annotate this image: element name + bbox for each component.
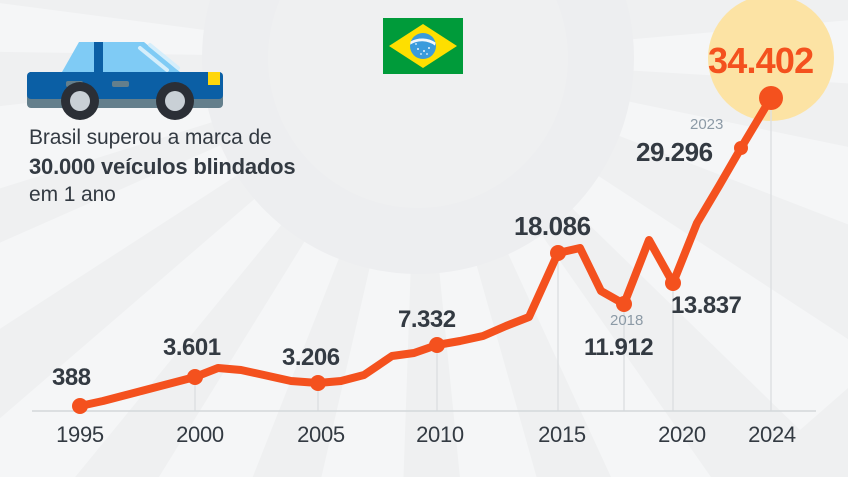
point-2020 xyxy=(665,275,681,291)
value-label-2015: 18.086 xyxy=(514,211,591,241)
x-tick-2015: 2015 xyxy=(538,422,586,447)
point-2010 xyxy=(429,337,445,353)
car-icon xyxy=(27,42,223,120)
value-label-2020: 13.837 xyxy=(671,292,742,319)
value-label-2010: 7.332 xyxy=(398,306,456,333)
headline-block: Brasil superou a marca de 30.000 veículo… xyxy=(29,124,389,209)
value-label-2023: 29.296 xyxy=(636,137,713,167)
x-tick-2005: 2005 xyxy=(297,422,345,447)
value-label-2005: 3.206 xyxy=(282,344,340,371)
point-2005 xyxy=(310,375,326,391)
point-2018 xyxy=(616,296,632,312)
data-points xyxy=(72,86,783,414)
year-annotation-2018: 2018 xyxy=(610,312,644,329)
headline-line-2: 30.000 veículos blindados xyxy=(29,153,296,179)
headline-line-1: Brasil superou a marca de xyxy=(29,126,272,149)
point-1995 xyxy=(72,398,88,414)
x-tick-2010: 2010 xyxy=(416,422,464,447)
x-tick-1995: 1995 xyxy=(56,422,104,447)
point-2024 xyxy=(759,86,783,110)
x-tick-2000: 2000 xyxy=(176,422,224,447)
headline-line-3: em 1 ano xyxy=(29,183,116,207)
x-tick-2020: 2020 xyxy=(658,422,706,447)
value-label-2024-highlighted: 34.402 xyxy=(708,40,814,81)
value-label-2018: 11.912 xyxy=(584,334,654,361)
x-tick-2024: 2024 xyxy=(748,422,796,447)
point-2023 xyxy=(734,141,748,155)
point-2015 xyxy=(550,245,566,261)
year-annotation-2023: 2023 xyxy=(690,116,724,133)
value-label-2000: 3.601 xyxy=(163,334,221,361)
value-label-1995: 388 xyxy=(52,364,91,391)
highlight-halo xyxy=(708,0,834,121)
brazil-flag-icon xyxy=(383,18,463,74)
point-2000 xyxy=(187,369,203,385)
